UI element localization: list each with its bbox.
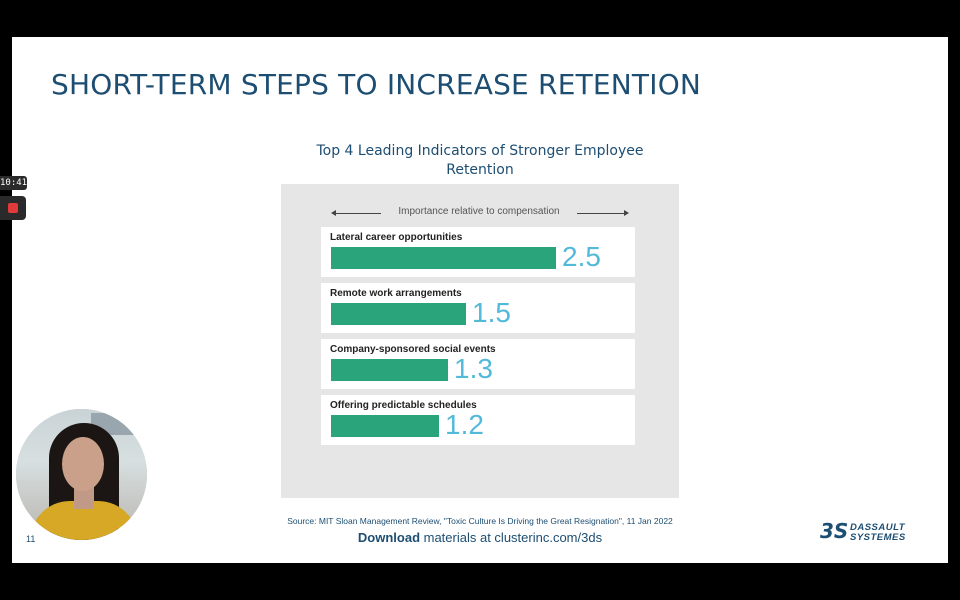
indicator-bar xyxy=(331,303,466,325)
presenter-face xyxy=(62,437,104,491)
download-bold: Download xyxy=(357,530,421,545)
indicator-bar xyxy=(331,415,439,437)
axis-arrow-left-line xyxy=(333,213,381,214)
axis-arrow-right-line xyxy=(577,213,625,214)
indicator-row: Company-sponsored social events 1.3 xyxy=(321,339,635,389)
indicator-row: Remote work arrangements 1.5 xyxy=(321,283,635,333)
chart-heading-line1: Top 4 Leading Indicators of Stronger Emp… xyxy=(316,143,644,159)
stop-recording-button[interactable] xyxy=(0,196,26,220)
recording-timer: 10:41 xyxy=(0,176,28,190)
logo-line2: SYSTEMES xyxy=(850,532,906,543)
source-citation: Source: MIT Sloan Management Review, "To… xyxy=(287,516,673,526)
stop-icon xyxy=(8,203,18,213)
indicator-value: 1.2 xyxy=(445,409,484,440)
slide-title: SHORT-TERM STEPS TO INCREASE RETENTION xyxy=(51,68,702,101)
presenter-neck xyxy=(74,487,94,509)
indicator-label: Company-sponsored social events xyxy=(330,344,496,355)
chart-panel: Importance relative to compensation Late… xyxy=(281,184,679,498)
indicator-row: Lateral career opportunities 2.5 xyxy=(321,227,635,277)
logo-text: DASSAULT SYSTEMES xyxy=(850,523,906,543)
indicator-value: 1.5 xyxy=(472,297,511,328)
chart-heading-line2: Retention xyxy=(446,162,514,178)
slide: SHORT-TERM STEPS TO INCREASE RETENTION T… xyxy=(12,37,948,563)
presenter-webcam[interactable] xyxy=(14,407,149,542)
indicator-label: Lateral career opportunities xyxy=(330,232,463,243)
indicator-bar xyxy=(331,359,448,381)
dassault-logo: 3S DASSAULT SYSTEMES xyxy=(820,517,916,547)
logo-line1: DASSAULT xyxy=(850,522,906,533)
indicator-row: Offering predictable schedules 1.2 xyxy=(321,395,635,445)
indicator-label: Offering predictable schedules xyxy=(330,400,477,411)
axis-caption: Importance relative to compensation xyxy=(398,206,560,217)
chart-heading: Top 4 Leading Indicators of Stronger Emp… xyxy=(312,142,648,180)
download-line: Download materials at clusterinc.com/3ds xyxy=(312,530,648,545)
arrow-right-icon xyxy=(624,210,629,216)
indicator-value: 2.5 xyxy=(562,241,601,272)
logo-mark-icon: 3S xyxy=(820,519,849,543)
indicator-label: Remote work arrangements xyxy=(330,288,462,299)
indicator-bar xyxy=(331,247,556,269)
indicator-value: 1.3 xyxy=(454,353,493,384)
download-text: materials at clusterinc.com/3ds xyxy=(420,530,603,545)
